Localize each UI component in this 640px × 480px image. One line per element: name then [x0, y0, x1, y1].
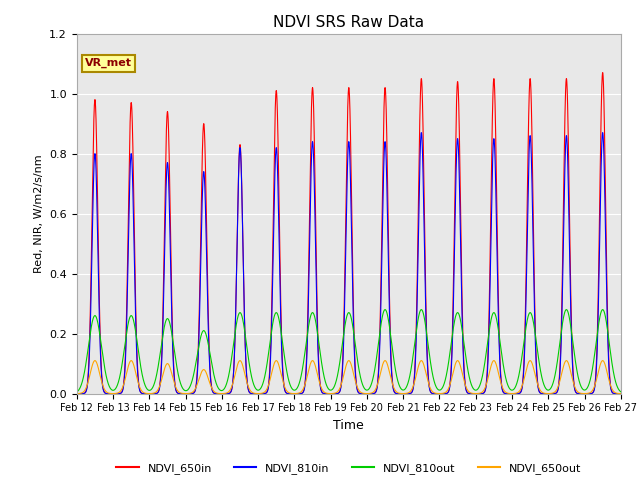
Legend: NDVI_650in, NDVI_810in, NDVI_810out, NDVI_650out: NDVI_650in, NDVI_810in, NDVI_810out, NDV…: [112, 458, 586, 478]
X-axis label: Time: Time: [333, 419, 364, 432]
Y-axis label: Red, NIR, W/m2/s/nm: Red, NIR, W/m2/s/nm: [34, 154, 44, 273]
Text: VR_met: VR_met: [85, 58, 132, 68]
Title: NDVI SRS Raw Data: NDVI SRS Raw Data: [273, 15, 424, 30]
